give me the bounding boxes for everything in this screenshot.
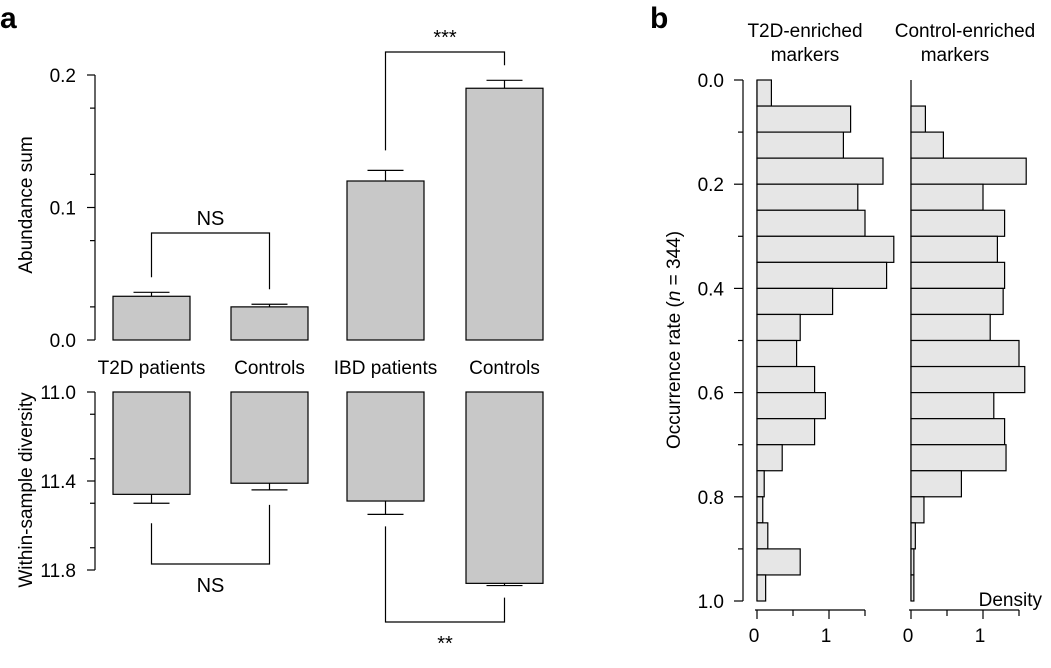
histogram-bar bbox=[756, 261, 888, 290]
histogram-bar bbox=[756, 313, 801, 342]
significance-label: *** bbox=[433, 27, 457, 49]
category-label: Controls bbox=[234, 358, 305, 379]
histogram-bar bbox=[910, 235, 999, 263]
histogram-bar bbox=[910, 496, 925, 524]
histogram-bar bbox=[910, 444, 1007, 472]
significance-bracket bbox=[384, 51, 506, 151]
significance-bracket bbox=[150, 504, 271, 565]
category-label: Controls bbox=[469, 358, 540, 379]
histogram-bar bbox=[756, 470, 765, 498]
histogram-bar bbox=[910, 548, 915, 576]
histogram-bar bbox=[756, 79, 772, 107]
histogram-bar bbox=[756, 522, 769, 550]
histogram-bar bbox=[910, 339, 1020, 368]
abundance-bar bbox=[230, 306, 309, 341]
density-x-tick-label: 0 bbox=[903, 626, 914, 647]
histogram-bar bbox=[756, 235, 895, 263]
histogram-bar bbox=[756, 444, 783, 472]
occurrence-y-tick-label: 0.4 bbox=[698, 279, 725, 300]
abundance-bar bbox=[346, 180, 425, 341]
significance-label: NS bbox=[197, 208, 225, 230]
category-labels: T2D patients Controls IBD patients Controls bbox=[98, 358, 540, 379]
occurrence-y-tick-label: 0.8 bbox=[698, 488, 724, 509]
histogram-bar bbox=[910, 261, 1006, 290]
density-x-tick-label: 1 bbox=[975, 626, 986, 647]
histogram-bar bbox=[910, 574, 915, 602]
histogram-bar bbox=[910, 522, 916, 550]
histogram-bar bbox=[910, 131, 945, 159]
diversity-bar bbox=[230, 391, 309, 484]
significance-label: NS bbox=[197, 575, 225, 597]
abundance-y-tick-label: 0.0 bbox=[50, 331, 76, 352]
series-title-t2d-line1: T2D-enriched bbox=[747, 21, 862, 42]
abundance-bar bbox=[465, 87, 544, 341]
histogram-bar bbox=[756, 209, 866, 237]
series-title-t2d-line2: markers bbox=[771, 45, 840, 66]
occurrence-y-tick-label: 0.6 bbox=[698, 384, 724, 405]
diversity-chart: 11.0 11.4 11.8 NS ** bbox=[40, 383, 544, 655]
histogram-bar bbox=[756, 287, 834, 316]
diversity-bar bbox=[465, 391, 544, 584]
panel-label-a: a bbox=[0, 2, 17, 35]
occurrence-axis-title: Occurrence rate (n = 344) bbox=[664, 231, 685, 449]
abundance-y-tick-label: 0.1 bbox=[50, 199, 76, 220]
histogram-bar bbox=[910, 470, 963, 498]
histogram-bar bbox=[756, 105, 852, 133]
occurrence-y-tick-label: 1.0 bbox=[698, 592, 724, 613]
histogram-bar bbox=[756, 183, 859, 211]
occurrence-y-tick-label: 0.2 bbox=[698, 175, 724, 196]
histogram-bar bbox=[756, 365, 816, 394]
histogram-bar bbox=[756, 496, 764, 524]
abundance-axis-title: Abundance sum bbox=[16, 136, 37, 273]
density-x-tick-label: 0 bbox=[749, 626, 760, 647]
occurrence-histograms: 0.0 0.2 0.4 0.6 0.8 1.0 0 1 0 1 bbox=[698, 71, 1027, 647]
occurrence-y-tick-label: 0.0 bbox=[698, 71, 724, 92]
density-axis-title: Density bbox=[979, 590, 1043, 611]
histogram-bar bbox=[756, 548, 801, 576]
abundance-chart: 0.0 0.1 0.2 NS *** bbox=[50, 27, 544, 352]
diversity-y-tick-label: 11.0 bbox=[40, 383, 76, 404]
histogram-bar bbox=[910, 105, 926, 133]
histogram-bar bbox=[910, 392, 995, 420]
diversity-axis-title: Within-sample diversity bbox=[16, 392, 37, 588]
histogram-bar bbox=[910, 287, 1004, 316]
category-label: T2D patients bbox=[98, 358, 206, 379]
series-title-control-line2: markers bbox=[921, 45, 990, 66]
significance-label: ** bbox=[437, 633, 453, 655]
category-label: IBD patients bbox=[334, 358, 438, 379]
histogram-bar bbox=[910, 365, 1026, 394]
diversity-y-tick-label: 11.8 bbox=[40, 561, 76, 582]
histogram-bar bbox=[910, 418, 1006, 446]
significance-bracket bbox=[384, 526, 506, 623]
abundance-y-tick-label: 0.2 bbox=[50, 66, 76, 87]
series-title-control-line1: Control-enriched bbox=[895, 21, 1035, 42]
histogram-bar bbox=[910, 183, 984, 211]
abundance-bar bbox=[112, 295, 191, 341]
diversity-y-tick-label: 11.4 bbox=[40, 472, 76, 493]
histogram-bar bbox=[756, 131, 845, 159]
histogram-bar bbox=[756, 339, 798, 368]
histogram-bar bbox=[756, 157, 884, 185]
histogram-bar bbox=[756, 418, 816, 446]
diversity-bar bbox=[346, 391, 425, 502]
histogram-bar bbox=[756, 392, 827, 420]
diversity-bar bbox=[112, 391, 191, 495]
significance-bracket bbox=[150, 232, 271, 290]
histogram-bar bbox=[910, 157, 1027, 185]
histogram-bar bbox=[910, 313, 991, 342]
histogram-bar bbox=[910, 209, 1006, 237]
density-x-tick-label: 1 bbox=[821, 626, 832, 647]
panel-label-b: b bbox=[650, 2, 668, 35]
histogram-bar bbox=[756, 574, 767, 602]
